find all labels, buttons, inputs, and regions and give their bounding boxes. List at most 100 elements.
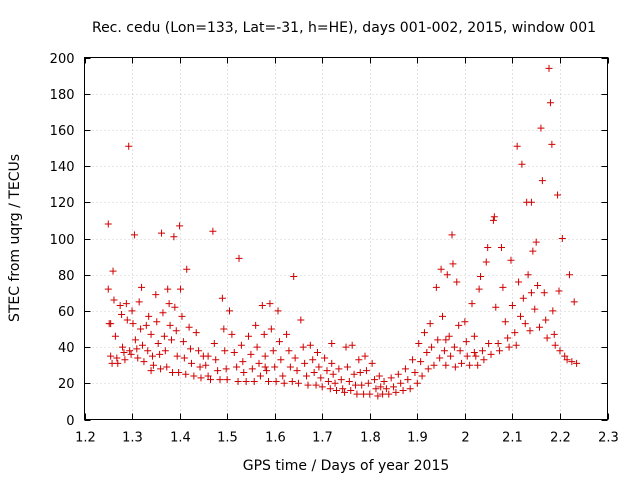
data-point	[508, 301, 516, 309]
data-point	[538, 177, 546, 185]
data-point	[118, 311, 126, 319]
data-point	[542, 316, 550, 324]
data-point	[470, 349, 478, 357]
data-point	[180, 354, 188, 362]
data-point	[245, 332, 253, 340]
data-point	[432, 283, 440, 291]
y-tick-label: 140	[50, 160, 75, 175]
data-point	[214, 367, 222, 375]
data-point	[480, 356, 488, 364]
data-point	[439, 312, 447, 320]
data-point	[123, 316, 131, 324]
data-point	[255, 359, 263, 367]
data-point	[323, 367, 331, 375]
data-point	[134, 354, 142, 362]
data-point	[392, 388, 400, 396]
data-point	[484, 244, 492, 252]
data-point	[505, 343, 513, 351]
data-point	[107, 320, 115, 328]
data-point	[233, 363, 241, 371]
y-tick-label: 160	[50, 124, 75, 139]
data-point	[187, 359, 195, 367]
y-tick-label: 200	[50, 52, 75, 67]
data-point	[377, 383, 385, 391]
data-point	[551, 341, 559, 349]
data-point	[164, 285, 172, 293]
data-point	[317, 374, 325, 382]
data-point	[521, 320, 529, 328]
data-point	[411, 368, 419, 376]
data-point	[235, 254, 243, 262]
data-point	[448, 231, 456, 239]
data-point	[437, 265, 445, 273]
data-point	[271, 363, 279, 371]
data-point	[221, 347, 229, 355]
data-point	[190, 372, 198, 380]
data-point	[445, 332, 453, 340]
data-point	[145, 312, 153, 320]
data-point	[426, 320, 434, 328]
data-point	[297, 316, 305, 324]
data-point	[345, 377, 353, 385]
x-axis-label: GPS time / Days of year 2015	[243, 458, 450, 474]
data-point	[513, 142, 521, 150]
data-point	[156, 350, 164, 358]
data-point	[185, 323, 193, 331]
data-point	[550, 330, 558, 338]
data-point	[168, 368, 176, 376]
data-point	[135, 298, 143, 306]
data-point	[360, 390, 368, 398]
data-point	[119, 343, 127, 351]
data-point	[556, 347, 564, 355]
data-point	[153, 318, 161, 326]
data-point	[353, 390, 361, 398]
data-point	[534, 282, 542, 290]
x-tick-label: 1.9	[407, 431, 428, 446]
data-point	[417, 358, 425, 366]
data-point	[261, 363, 269, 371]
x-tick-label: 2.1	[502, 431, 523, 446]
data-point	[283, 330, 291, 338]
data-point	[204, 372, 212, 380]
data-point	[285, 347, 293, 355]
data-point	[125, 142, 133, 150]
data-point	[148, 352, 156, 360]
data-point	[131, 336, 139, 344]
data-point	[288, 377, 296, 385]
data-point	[366, 390, 374, 398]
data-point	[531, 305, 539, 313]
data-point	[487, 350, 495, 358]
data-point	[413, 379, 421, 387]
data-point	[228, 330, 236, 338]
data-point	[280, 379, 288, 387]
data-point	[401, 365, 409, 373]
data-point	[226, 307, 234, 315]
data-point	[390, 383, 398, 391]
data-point	[507, 256, 515, 264]
data-point	[570, 298, 578, 306]
data-point	[303, 372, 311, 380]
grid-layer	[84, 57, 608, 420]
data-point	[470, 332, 478, 340]
data-point	[324, 377, 332, 385]
data-point	[519, 294, 527, 302]
data-point	[279, 372, 287, 380]
data-point	[527, 289, 535, 297]
axes-layer: 0 20 40 60 80 100 120 140 160 180 200 1.2 1.3 1.4 1.5 1…	[50, 52, 619, 446]
x-tick-label: 1.8	[360, 431, 381, 446]
y-tick-label: 60	[58, 305, 75, 320]
data-point	[321, 354, 329, 362]
data-point	[304, 381, 312, 389]
data-point	[109, 267, 117, 275]
y-tick-label: 0	[66, 414, 74, 429]
data-point	[274, 307, 282, 315]
data-point	[265, 377, 273, 385]
data-point	[477, 273, 485, 281]
data-point	[133, 345, 141, 353]
x-tick-label: 1.2	[75, 431, 96, 446]
data-point	[178, 312, 186, 320]
data-point	[406, 385, 414, 393]
data-point	[240, 368, 248, 376]
chart-title: Rec. cedu (Lon=133, Lat=-31, h=HE), days…	[92, 20, 596, 36]
